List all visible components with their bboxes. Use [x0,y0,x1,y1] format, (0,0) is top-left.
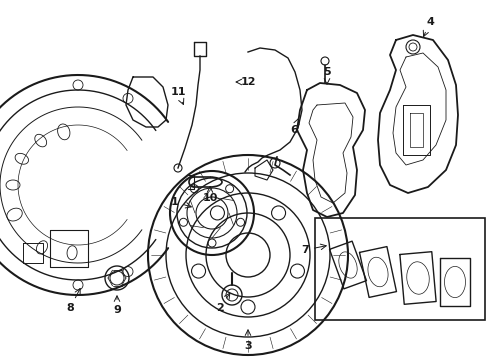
Text: 7: 7 [301,244,325,255]
Text: 3: 3 [244,330,251,351]
Text: 5: 5 [323,67,330,84]
Text: 6: 6 [289,118,299,135]
Text: 11: 11 [170,87,185,104]
Text: 4: 4 [423,17,433,36]
Text: 2: 2 [216,293,229,313]
Bar [314,218,484,320]
Text: 9: 9 [113,296,121,315]
Text: 10: 10 [202,187,217,203]
Text: 1: 1 [171,197,191,208]
Text: 12: 12 [236,77,255,87]
Text: 8: 8 [66,288,80,313]
